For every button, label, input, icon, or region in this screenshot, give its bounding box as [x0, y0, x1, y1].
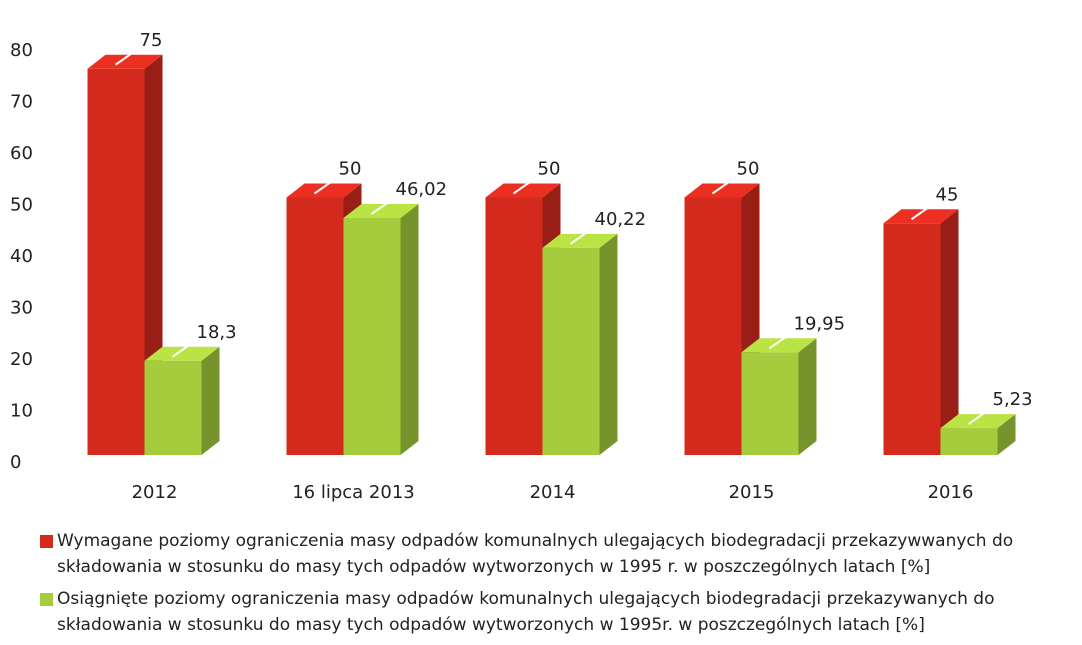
x-tick-label: 16 lipca 2013 [292, 482, 415, 503]
bar-side [400, 203, 419, 455]
bar-top [485, 183, 561, 198]
y-tick-label: 60 [10, 143, 33, 164]
bar-side [798, 338, 817, 455]
bar-front [940, 428, 998, 455]
y-tick-label: 80 [10, 40, 33, 61]
y-tick-label: 50 [10, 195, 33, 216]
legend-swatch [40, 535, 53, 548]
bar-front [144, 360, 202, 455]
bar-top [741, 338, 817, 353]
value-label: 18,3 [197, 322, 237, 343]
bar-top [286, 183, 362, 198]
label-leader [967, 409, 990, 425]
label-leader [569, 229, 592, 245]
y-tick-label: 70 [10, 92, 33, 113]
bar-top [684, 183, 760, 198]
label-leader [114, 49, 137, 66]
bar-top [883, 209, 959, 224]
y-tick-label: 30 [10, 298, 33, 319]
y-tick-label: 20 [10, 349, 33, 370]
label-leader [370, 199, 393, 215]
legend-label: Wymagane poziomy ograniczenia masy odpad… [57, 531, 1014, 577]
value-label: 40,22 [595, 209, 647, 230]
value-label: 19,95 [794, 313, 846, 334]
legend-label: Osiągnięte poziomy ograniczenia masy odp… [57, 589, 995, 635]
bar-top [940, 414, 1016, 429]
bar-front [286, 197, 344, 455]
label-leader [171, 341, 194, 358]
legend-swatch [40, 593, 53, 606]
value-label: 50 [538, 159, 561, 180]
y-tick-label: 40 [10, 246, 33, 267]
bar-top [542, 233, 618, 248]
value-label: 50 [737, 159, 760, 180]
legend-item: Osiągnięte poziomy ograniczenia masy odp… [40, 586, 1080, 638]
value-label: 46,02 [396, 179, 448, 200]
x-tick-label: 2016 [928, 482, 974, 503]
bar-front [883, 223, 941, 455]
x-tick-label: 2014 [530, 482, 576, 503]
bar-front [741, 352, 799, 455]
chart: 0 10 20 30 40 50 60 70 80 2012 75 18,3 16 lipca 2013… [10, 30, 1033, 503]
bar-side [997, 414, 1016, 455]
bar-front [684, 197, 742, 455]
y-tick-label: 10 [10, 401, 33, 422]
label-leader [768, 333, 791, 350]
value-label: 50 [339, 159, 362, 180]
bar-side [201, 346, 220, 455]
label-leader [313, 178, 336, 195]
bar-front [485, 197, 543, 455]
value-label: 5,23 [993, 389, 1033, 410]
bar-side [940, 209, 959, 455]
label-leader [512, 178, 535, 195]
bar-top [87, 54, 163, 69]
bar-top [144, 346, 220, 361]
value-label: 45 [936, 184, 959, 205]
legend-item: Wymagane poziomy ograniczenia masy odpad… [40, 528, 1080, 580]
legend: Wymagane poziomy ograniczenia masy odpad… [40, 528, 1080, 644]
bar-front [542, 247, 600, 455]
bar-front [87, 68, 145, 455]
y-tick-label: 0 [10, 452, 21, 473]
label-leader [711, 178, 734, 195]
value-label: 75 [140, 30, 163, 51]
label-leader [910, 204, 933, 221]
bar-side [599, 233, 618, 455]
x-tick-label: 2012 [132, 482, 178, 503]
bar-front [343, 217, 401, 455]
bar-top [343, 203, 419, 218]
x-tick-label: 2015 [729, 482, 775, 503]
